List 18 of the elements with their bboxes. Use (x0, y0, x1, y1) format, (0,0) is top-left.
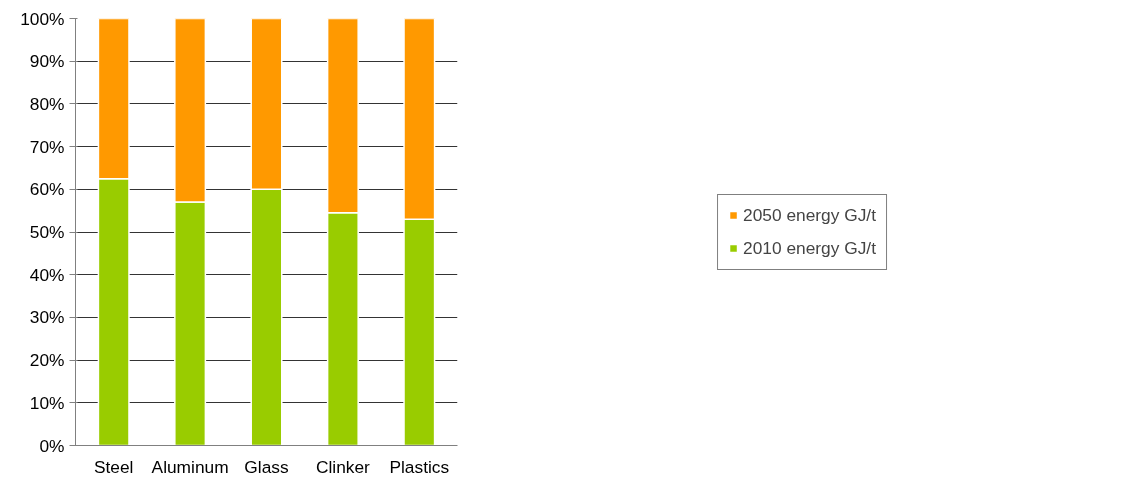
y-tick-label: 80% (29, 93, 65, 114)
legend-label: 2050 energy GJ/t (743, 204, 876, 226)
y-tick-label: 20% (29, 350, 65, 371)
x-tick-label: Glass (244, 456, 289, 477)
legend-label: 2010 energy GJ/t (743, 237, 876, 259)
y-tick-label: 100% (20, 8, 65, 29)
y-tick-label: 70% (29, 136, 65, 157)
y-tick-label: 40% (29, 264, 65, 285)
y-tick-label: 50% (29, 222, 65, 242)
x-tick-label: Clinker (315, 456, 371, 477)
y-tick-label: 0% (39, 435, 65, 456)
y-tick-label: 60% (29, 179, 65, 200)
x-tick-label: Plastics (389, 456, 450, 477)
y-tick-label: 30% (29, 307, 65, 328)
y-tick-label: 90% (29, 51, 65, 72)
y-tick-label: 10% (29, 392, 65, 413)
x-tick-label: Aluminum (151, 456, 229, 477)
x-tick-label: Steel (93, 456, 134, 477)
